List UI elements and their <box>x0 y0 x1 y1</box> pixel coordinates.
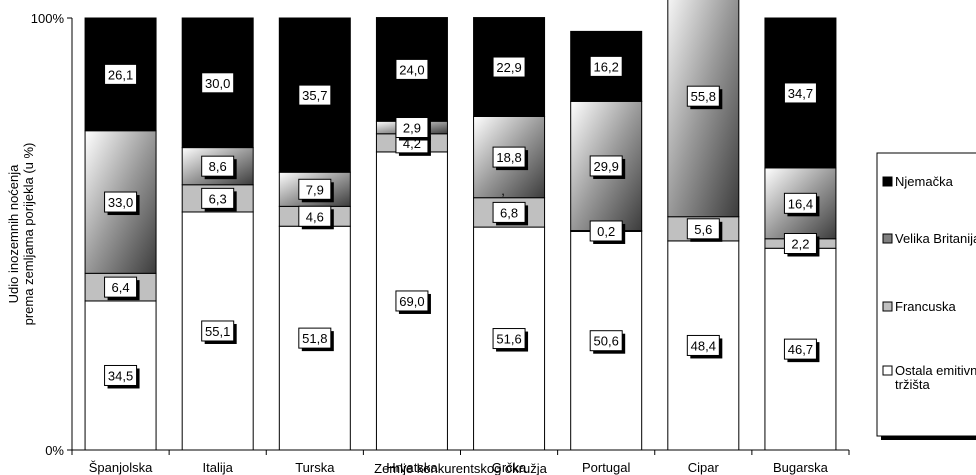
category-label: Španjolska <box>89 460 153 475</box>
data-label-box <box>783 82 817 104</box>
data-label: 30,0 <box>205 76 230 91</box>
data-label-box <box>298 84 332 106</box>
annotation-text: , <box>501 183 505 198</box>
data-label: 26,1 <box>108 67 133 82</box>
data-label-box <box>201 320 235 342</box>
data-label-box <box>686 218 720 240</box>
category-label: Portugal <box>582 460 631 475</box>
data-label-box <box>492 201 526 223</box>
x-axis-title: Zemlje konkurentskog okružja <box>374 461 547 475</box>
category-label: Hrvatska <box>386 460 438 475</box>
data-label: 35,7 <box>302 88 327 103</box>
legend-swatch-velika-britanija <box>882 233 893 244</box>
data-label: 51,8 <box>302 331 327 346</box>
data-label: 8,6 <box>209 159 227 174</box>
data-label-box <box>492 328 526 350</box>
data-label-box <box>298 205 332 227</box>
data-label-box <box>201 187 235 209</box>
data-label: 51,6 <box>496 332 521 347</box>
data-label: 22,9 <box>496 60 521 75</box>
data-label-box <box>492 146 526 168</box>
data-label: 24,0 <box>399 62 424 77</box>
data-label-box <box>395 58 429 80</box>
data-label: 46,7 <box>788 342 813 357</box>
data-label-box <box>298 327 332 349</box>
data-label-box <box>589 330 623 352</box>
data-label-box <box>589 220 623 242</box>
data-label: 33,0 <box>108 195 133 210</box>
data-label: 5,6 <box>694 222 712 237</box>
data-label: 6,4 <box>112 280 130 295</box>
data-label: 6,3 <box>209 191 227 206</box>
data-label-box <box>783 192 817 214</box>
data-label: 0,2 <box>597 224 615 239</box>
data-label: 4,6 <box>306 209 324 224</box>
y-axis-title: Udio inozemnih noćenja <box>6 164 21 304</box>
data-label: 69,0 <box>399 294 424 309</box>
legend-label-ostala: tržišta <box>895 377 930 392</box>
legend-label-njemacka: Njemačka <box>895 174 954 189</box>
legend-swatch-ostala <box>882 365 893 376</box>
data-label-box <box>686 334 720 356</box>
y-tick-label: 100% <box>31 11 65 26</box>
data-label-box <box>104 364 138 386</box>
y-axis-title: prema zemljama porijekla (u %) <box>21 143 36 326</box>
category-label: Cipar <box>688 460 720 475</box>
data-label-box <box>298 178 332 200</box>
data-label: 6,8 <box>500 205 518 220</box>
data-label: 34,7 <box>788 86 813 101</box>
data-label-box <box>395 117 429 139</box>
legend-label-ostala: Ostala emitivna <box>895 363 976 378</box>
data-label-box <box>783 233 817 255</box>
data-label: 2,9 <box>403 121 421 136</box>
data-label-box <box>201 72 235 94</box>
data-label: 48,4 <box>691 338 716 353</box>
data-label-box <box>104 276 138 298</box>
data-label: 34,5 <box>108 368 133 383</box>
data-label: 2,2 <box>791 237 809 252</box>
y-tick-label: 0% <box>45 443 64 458</box>
data-label: 50,6 <box>594 334 619 349</box>
data-label-box <box>395 290 429 312</box>
legend-label-francuska: Francuska <box>895 299 956 314</box>
data-label: 7,9 <box>306 182 324 197</box>
data-label: 29,9 <box>594 159 619 174</box>
category-label: Italija <box>203 460 234 475</box>
data-label-box <box>589 155 623 177</box>
data-label-box <box>104 63 138 85</box>
data-label-box <box>104 191 138 213</box>
data-label-box <box>201 155 235 177</box>
legend-swatch-francuska <box>882 301 893 312</box>
data-label: 16,2 <box>594 59 619 74</box>
data-label: 18,8 <box>496 150 521 165</box>
data-label-box <box>492 56 526 78</box>
data-label-box <box>783 338 817 360</box>
data-label-box <box>589 55 623 77</box>
legend-swatch-njemacka <box>882 176 893 187</box>
category-label: Turska <box>295 460 335 475</box>
data-label: 55,8 <box>691 89 716 104</box>
bar-segment-njemacka <box>764 17 837 169</box>
data-label-box <box>686 85 720 107</box>
data-label: 16,4 <box>788 196 813 211</box>
category-label: Bugarska <box>773 460 829 475</box>
category-label: Grčka <box>492 460 527 475</box>
legend-label-velika-britanija: Velika Britanija <box>895 231 976 246</box>
legend-box <box>876 152 976 437</box>
data-label: 55,1 <box>205 324 230 339</box>
